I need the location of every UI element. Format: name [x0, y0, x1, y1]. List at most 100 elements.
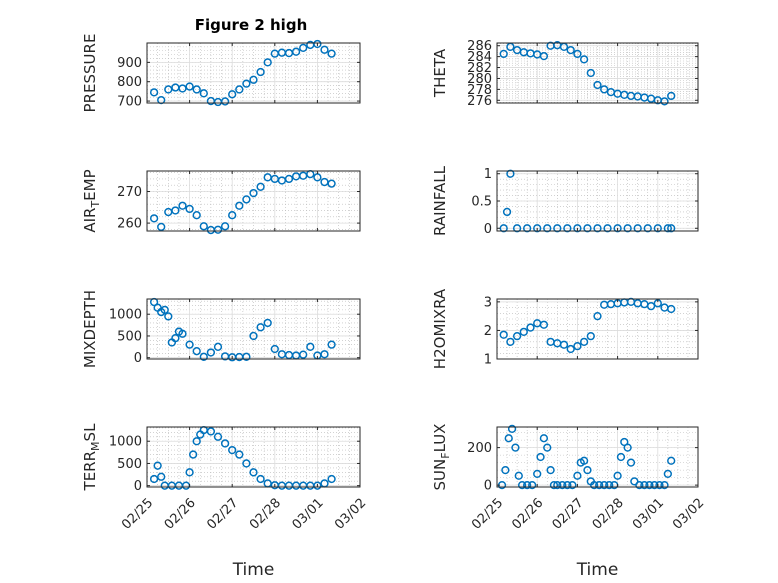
data-point	[528, 480, 537, 490]
y-tick-label: 2	[484, 324, 492, 339]
data-point	[284, 174, 294, 184]
series-markers	[149, 425, 336, 490]
x-tick-label: 03/01	[290, 496, 327, 533]
x-tick-label: 03/01	[630, 496, 667, 533]
data-point	[220, 222, 230, 231]
data-point	[543, 224, 552, 233]
data-point	[539, 434, 549, 443]
data-point	[645, 480, 654, 490]
subplot-7: 0 500 1000 TERRMSL 02/25 02/26 02/27 02/28 03/01…	[81, 423, 369, 580]
data-point	[178, 84, 187, 93]
y-axis-label: MIXDEPTH	[81, 290, 99, 368]
data-point	[566, 45, 575, 55]
data-point	[539, 51, 549, 61]
data-point	[511, 443, 520, 452]
data-point	[663, 224, 672, 233]
data-point	[623, 224, 632, 233]
data-point	[270, 344, 279, 354]
data-point	[586, 331, 595, 341]
data-point	[313, 39, 322, 49]
data-point	[263, 318, 272, 328]
data-point	[663, 469, 672, 479]
data-point	[605, 480, 614, 490]
y-axis-label: PRESSURE	[81, 34, 99, 113]
data-point	[199, 352, 208, 361]
data-point	[660, 480, 669, 490]
y-tick-label: 3	[484, 295, 492, 310]
x-tick-label: 02/27	[204, 496, 241, 533]
data-point	[299, 350, 308, 359]
data-point	[502, 207, 512, 217]
data-point	[299, 43, 308, 52]
x-tick-label: 02/28	[590, 496, 627, 533]
y-tick-label: 280	[467, 72, 492, 87]
data-point	[171, 206, 180, 215]
data-point	[206, 427, 216, 436]
data-point	[263, 58, 272, 67]
data-point	[192, 437, 201, 446]
data-point	[536, 452, 545, 462]
data-point	[579, 337, 589, 347]
data-point	[667, 304, 676, 314]
data-point	[242, 352, 251, 361]
data-point	[185, 340, 194, 349]
axes-box	[496, 298, 699, 360]
y-tick-label: 500	[117, 457, 142, 472]
data-point	[313, 481, 322, 490]
y-tick-label: 0	[134, 479, 142, 494]
data-point	[185, 468, 194, 477]
axes-box	[496, 42, 699, 104]
data-point	[655, 480, 664, 490]
data-point	[213, 432, 223, 441]
data-point	[327, 179, 336, 188]
data-point	[512, 224, 522, 233]
x-tick-label: 02/26	[509, 496, 546, 533]
y-tick-label: 1	[484, 353, 492, 368]
y-axis-label: TERRMSL	[81, 423, 102, 492]
data-point	[519, 327, 528, 337]
x-tick-label: 02/26	[162, 496, 199, 533]
data-point	[583, 465, 592, 475]
data-point	[189, 450, 198, 459]
y-tick-label: 0	[134, 351, 142, 366]
data-point	[583, 224, 592, 233]
x-tick-label: 03/02	[332, 496, 369, 533]
data-point	[199, 89, 208, 98]
data-point	[149, 474, 159, 484]
data-point	[667, 224, 676, 233]
data-point	[199, 222, 208, 231]
data-point	[506, 337, 515, 347]
data-point	[228, 90, 237, 99]
data-point	[185, 82, 194, 91]
data-point	[256, 323, 265, 332]
subplot-8: 0 200 SUNFLUX 02/25 02/26 02/27 02/28 03/01 03/0…	[431, 424, 707, 580]
series-markers	[149, 39, 336, 107]
y-tick-label: 278	[467, 83, 492, 98]
data-point	[626, 458, 636, 467]
data-point	[178, 201, 187, 210]
data-point	[178, 329, 187, 338]
data-point	[501, 465, 510, 475]
data-point	[646, 301, 656, 311]
data-point	[616, 452, 626, 462]
data-point	[291, 47, 301, 56]
y-axis-label: AIRTEMP	[81, 169, 102, 232]
data-point	[623, 443, 632, 452]
y-tick-label: 284	[467, 50, 492, 65]
data-point	[153, 461, 162, 470]
y-tick-label: 700	[117, 95, 142, 110]
axes-box	[146, 170, 361, 232]
data-point	[235, 201, 244, 210]
data-point	[157, 472, 166, 481]
subplot-6: 1 2 3 H2OMIXRA	[431, 288, 699, 369]
data-point	[249, 75, 258, 84]
data-point	[220, 439, 230, 448]
data-point	[593, 311, 602, 321]
y-tick-label: 282	[467, 61, 492, 76]
data-point	[242, 79, 251, 88]
axes-box	[146, 298, 361, 360]
data-point	[526, 323, 535, 332]
data-point	[563, 224, 572, 233]
